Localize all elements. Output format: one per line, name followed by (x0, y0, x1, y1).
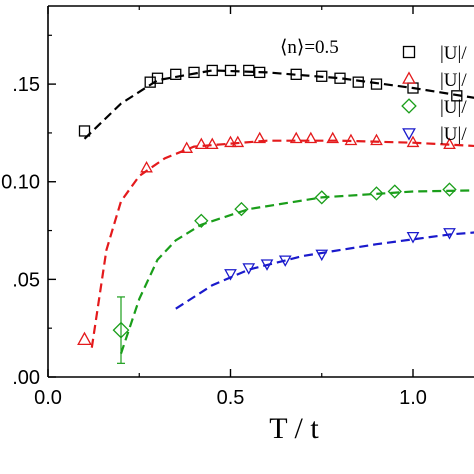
data-markers (77, 64, 463, 346)
x-tick-label: 1.0 (399, 387, 427, 409)
fit-line (119, 189, 474, 354)
square-marker (254, 66, 266, 79)
diamond-marker (234, 201, 249, 217)
square-marker (224, 64, 237, 77)
legend-label: |U|/ (440, 97, 467, 118)
fit-line (90, 139, 474, 348)
y-tick-label: .15 (12, 74, 40, 96)
triangle-up-marker (224, 135, 237, 148)
diamond-marker (112, 321, 130, 339)
fit-line (175, 231, 474, 310)
triangle-up-marker (194, 137, 208, 150)
square-marker (78, 125, 91, 137)
legend-label: |U|/ (440, 43, 467, 64)
square-marker (144, 76, 156, 88)
triangle-up-marker (406, 135, 420, 148)
diamond-marker (369, 186, 384, 201)
diamond-marker (442, 182, 457, 197)
square-marker (352, 76, 364, 88)
x-tick-label: 0.5 (217, 387, 245, 409)
y-tick-label: .05 (12, 269, 40, 291)
x-axis-title: T / t (269, 412, 319, 445)
y-tick-label: 0.10 (1, 172, 40, 194)
triangle-down-marker (224, 269, 237, 281)
triangle-up-marker (402, 71, 416, 84)
legend-label: |U|/ (440, 124, 467, 145)
square-marker (206, 64, 218, 77)
triangle-up-marker (370, 133, 383, 146)
triangle-up-marker (77, 331, 92, 346)
triangle-up-marker (205, 137, 219, 150)
square-marker (451, 90, 463, 102)
square-marker (151, 72, 164, 84)
square-marker (334, 72, 346, 84)
density-annotation: ⟨n⟩=0.5 (280, 37, 339, 58)
error-bars (117, 296, 125, 364)
diamond-marker (314, 190, 329, 205)
square-marker (170, 68, 182, 80)
square-marker (290, 68, 302, 80)
fit-lines (83, 69, 474, 354)
square-marker (243, 64, 255, 77)
square-marker (370, 78, 383, 90)
triangle-up-marker (140, 160, 153, 173)
square-marker (402, 45, 416, 59)
square-marker (188, 66, 200, 79)
triangle-down-marker (315, 249, 329, 262)
triangle-up-marker (289, 131, 303, 144)
triangle-up-marker (180, 141, 194, 153)
triangle-up-marker (231, 135, 245, 148)
x-tick-label: 0.0 (34, 387, 62, 409)
plot-frame (47, 5, 474, 378)
triangle-up-marker (253, 131, 267, 144)
triangle-down-marker (443, 228, 456, 240)
diamond-marker (194, 213, 209, 228)
triangle-down-marker (406, 232, 420, 244)
fit-line (83, 69, 474, 140)
triangle-down-marker (260, 259, 274, 271)
diamond-marker (401, 98, 417, 114)
legend-label: |U|/ (440, 70, 467, 91)
triangle-up-marker (344, 133, 358, 146)
triangle-down-marker (278, 255, 292, 267)
tick-labels: 0.00.51.01.52.0.00.050.10.15 (1, 74, 427, 409)
axis-ticks (47, 6, 414, 378)
triangle-down-marker (242, 263, 256, 275)
square-marker (316, 70, 328, 82)
legend: |U|/ |U|/ |U|/ |U|/ (401, 43, 467, 145)
triangle-down-marker (402, 128, 416, 141)
triangle-up-marker (326, 131, 340, 144)
diamond-marker (387, 184, 402, 199)
triangle-up-marker (304, 131, 318, 144)
y-tick-label: .00 (12, 367, 40, 389)
triangle-up-marker (443, 137, 456, 150)
